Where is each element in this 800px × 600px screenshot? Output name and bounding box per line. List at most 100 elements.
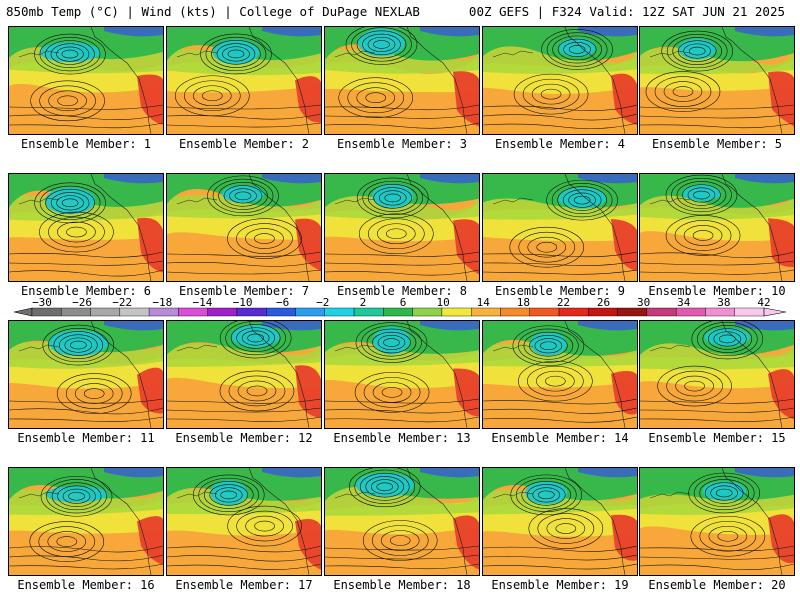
temperature-field-map — [167, 468, 321, 575]
colorbar-tick-label: −30 — [32, 296, 52, 309]
colorbar-swatch — [266, 308, 295, 316]
colorbar-tick-label: 6 — [400, 296, 407, 309]
colorbar-tick-label: 38 — [717, 296, 730, 309]
ensemble-member-map — [639, 173, 795, 282]
temperature-field-map — [640, 468, 794, 575]
colorbar-swatch — [618, 308, 647, 316]
ensemble-member-map — [639, 467, 795, 576]
colorbar-tick-label: 26 — [597, 296, 610, 309]
colorbar-tick-label: 34 — [677, 296, 691, 309]
ensemble-member-map — [482, 26, 638, 135]
colorbar-swatch — [296, 308, 325, 316]
colorbar-tick-label: −10 — [233, 296, 253, 309]
colorbar-swatch — [91, 308, 120, 316]
ensemble-member-label: Ensemble Member: 3 — [324, 137, 480, 151]
colorbar-swatch — [178, 308, 207, 316]
colorbar-swatch — [237, 308, 266, 316]
colorbar-tick-label: −2 — [316, 296, 329, 309]
ensemble-member-map — [166, 320, 322, 429]
ensemble-member-map — [324, 320, 480, 429]
colorbar-tick-label: −26 — [72, 296, 92, 309]
colorbar-swatch — [647, 308, 676, 316]
ensemble-member-map — [482, 320, 638, 429]
temperature-field-map — [167, 27, 321, 134]
temperature-field-map — [483, 321, 637, 428]
chart-title: 850mb Temp (°C) | Wind (kts) | College o… — [6, 4, 420, 19]
temperature-field-map — [483, 174, 637, 281]
ensemble-member-map — [166, 26, 322, 135]
ensemble-member-map — [324, 26, 480, 135]
temperature-field-map — [640, 321, 794, 428]
ensemble-member-label: Ensemble Member: 4 — [482, 137, 638, 151]
run-valid-time: 00Z GEFS | F324 Valid: 12Z SAT JUN 21 20… — [469, 4, 785, 19]
colorbar-swatch — [325, 308, 354, 316]
ensemble-member-label: Ensemble Member: 19 — [482, 578, 638, 592]
colorbar-swatch — [500, 308, 529, 316]
temperature-field-map — [9, 27, 163, 134]
temperature-field-map — [325, 27, 479, 134]
colorbar-swatch — [442, 308, 471, 316]
temperature-field-map — [483, 468, 637, 575]
ensemble-member-map — [8, 467, 164, 576]
colorbar-arrow-left — [14, 308, 32, 316]
temperature-field-map — [167, 174, 321, 281]
colorbar-swatch — [61, 308, 90, 316]
temperature-field-map — [325, 321, 479, 428]
ensemble-member-map — [639, 320, 795, 429]
colorbar-swatch — [588, 308, 617, 316]
colorbar-tick-label: 10 — [436, 296, 449, 309]
ensemble-member-map — [482, 467, 638, 576]
ensemble-member-label: Ensemble Member: 14 — [482, 431, 638, 445]
ensemble-member-map — [166, 173, 322, 282]
temperature-colorbar: −30 −26 −22 −18 −14 −10 −6 −2 2 6 10 14 18 22 26 30 34 38… — [0, 296, 800, 318]
ensemble-member-label: Ensemble Member: 20 — [639, 578, 795, 592]
colorbar-swatch — [149, 308, 178, 316]
colorbar-tick-label: 2 — [360, 296, 367, 309]
colorbar-swatch — [705, 308, 734, 316]
colorbar-tick-label: 14 — [477, 296, 491, 309]
ensemble-member-label: Ensemble Member: 13 — [324, 431, 480, 445]
colorbar-swatch — [354, 308, 383, 316]
colorbar-swatch — [530, 308, 559, 316]
colorbar-tick-label: 30 — [637, 296, 650, 309]
colorbar-tick-label: −18 — [152, 296, 172, 309]
ensemble-member-map — [639, 26, 795, 135]
colorbar-swatch — [676, 308, 705, 316]
ensemble-member-label: Ensemble Member: 11 — [8, 431, 164, 445]
ensemble-member-map — [8, 26, 164, 135]
ensemble-member-map — [482, 173, 638, 282]
ensemble-member-map — [8, 320, 164, 429]
ensemble-member-label: Ensemble Member: 5 — [639, 137, 795, 151]
temperature-field-map — [483, 27, 637, 134]
colorbar-arrow-right — [764, 308, 786, 316]
colorbar-swatch — [208, 308, 237, 316]
colorbar-swatch — [559, 308, 588, 316]
temperature-field-map — [640, 27, 794, 134]
colorbar-swatch — [471, 308, 500, 316]
ensemble-member-map — [324, 173, 480, 282]
temperature-field-map — [325, 174, 479, 281]
ensemble-member-label: Ensemble Member: 17 — [166, 578, 322, 592]
colorbar-swatch — [120, 308, 149, 316]
temperature-field-map — [167, 321, 321, 428]
colorbar-swatch — [383, 308, 412, 316]
ensemble-member-label: Ensemble Member: 1 — [8, 137, 164, 151]
colorbar-swatch — [32, 308, 61, 316]
ensemble-member-label: Ensemble Member: 2 — [166, 137, 322, 151]
colorbar-tick-label: −22 — [112, 296, 132, 309]
colorbar-swatch — [735, 308, 764, 316]
temperature-field-map — [9, 174, 163, 281]
colorbar-tick-label: 42 — [757, 296, 770, 309]
ensemble-member-map — [8, 173, 164, 282]
temperature-field-map — [9, 468, 163, 575]
ensemble-member-label: Ensemble Member: 12 — [166, 431, 322, 445]
temperature-field-map — [640, 174, 794, 281]
ensemble-member-label: Ensemble Member: 16 — [8, 578, 164, 592]
colorbar-tick-label: −6 — [276, 296, 289, 309]
colorbar-tick-label: −14 — [193, 296, 213, 309]
ensemble-member-map — [166, 467, 322, 576]
temperature-field-map — [325, 468, 479, 575]
ensemble-member-map — [324, 467, 480, 576]
temperature-field-map — [9, 321, 163, 428]
ensemble-member-label: Ensemble Member: 18 — [324, 578, 480, 592]
